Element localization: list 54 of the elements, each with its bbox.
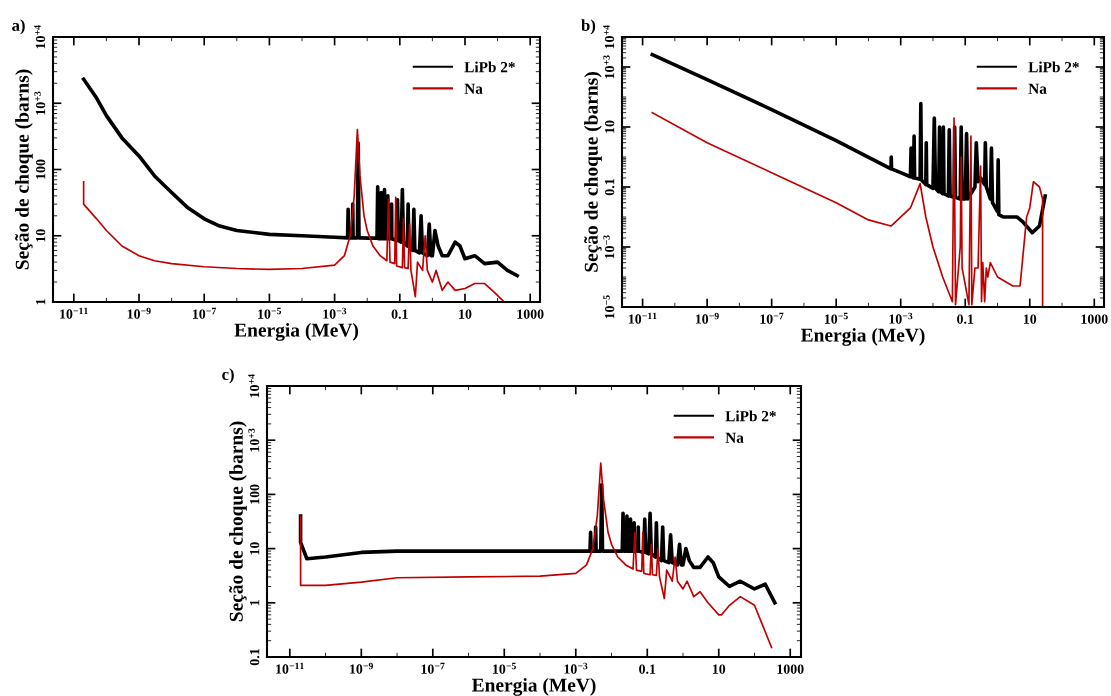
y-tick-label: 1 bbox=[250, 600, 260, 606]
legend-label: LiPb 2* bbox=[464, 61, 515, 73]
x-tick-label: 0.1 bbox=[957, 314, 974, 324]
x-tick-label: 10$^{−11}$ bbox=[276, 662, 304, 674]
y-tick-label: 100 bbox=[249, 484, 260, 504]
legend-label: LiPb 2* bbox=[1028, 61, 1079, 73]
x-tick-label: 10$^{−3}$ bbox=[323, 307, 347, 319]
x-tick-label: 0.1 bbox=[639, 664, 656, 674]
legend-label: Na bbox=[1028, 83, 1047, 94]
x-tick-label: 10$^{−5}$ bbox=[258, 307, 282, 319]
chart-title: a) bbox=[12, 19, 25, 35]
y-tick-label: 10 bbox=[35, 229, 46, 242]
x-axis-title: Energia (MeV) bbox=[471, 678, 596, 696]
x-axis-title: Energia (MeV) bbox=[800, 328, 925, 346]
x-tick-label: 1000 bbox=[777, 664, 804, 674]
y-tick-label: 100 bbox=[35, 159, 46, 179]
x-tick-label: 1000 bbox=[1081, 314, 1108, 324]
x-tick-label: 0.1 bbox=[391, 309, 408, 319]
y-axis-title: Seção de choque (barns) bbox=[584, 72, 602, 272]
y-tick-label: 10 bbox=[604, 120, 615, 133]
x-tick-label: 10 bbox=[1023, 314, 1037, 324]
x-tick-label: 10$^{−9}$ bbox=[350, 662, 373, 674]
y-tick-label: 10$^{+4}$ bbox=[603, 25, 615, 49]
y-tick-label: 10 bbox=[249, 542, 260, 555]
legend-label: Na bbox=[464, 83, 483, 94]
x-tick-label: 10$^{−3}$ bbox=[889, 312, 913, 324]
x-tick-label: 1000 bbox=[517, 309, 544, 319]
x-tick-label: 10$^{−7}$ bbox=[421, 662, 445, 674]
x-tick-label: 10$^{−11}$ bbox=[628, 312, 657, 324]
chart-title: b) bbox=[581, 19, 596, 35]
x-tick-label: 10$^{−7}$ bbox=[192, 307, 216, 319]
y-tick-label: 10$^{+3}$ bbox=[34, 91, 46, 115]
x-tick-label: 10$^{−3}$ bbox=[564, 662, 588, 674]
x-tick-label: 10$^{−9}$ bbox=[695, 312, 719, 324]
x-tick-label: 10$^{−5}$ bbox=[493, 662, 516, 674]
x-axis-title: Energia (MeV) bbox=[234, 323, 359, 341]
x-tick-label: 10 bbox=[459, 309, 472, 319]
x-tick-label: 10$^{−9}$ bbox=[127, 307, 151, 319]
y-axis-title: Seção de choque (barns) bbox=[229, 421, 247, 622]
legend-label: LiPb 2* bbox=[725, 410, 776, 422]
chart-title: c) bbox=[222, 368, 234, 384]
y-tick-label: 10$^{+3}$ bbox=[603, 55, 615, 79]
x-tick-label: 10$^{−7}$ bbox=[760, 312, 784, 324]
legend-label: Na bbox=[725, 432, 744, 443]
y-tick-label: 10$^{+3}$ bbox=[248, 428, 260, 452]
y-tick-label: 0.1 bbox=[604, 179, 615, 196]
y-tick-label: 10$^{−3}$ bbox=[603, 235, 615, 259]
x-tick-label: 10$^{−11}$ bbox=[60, 307, 88, 319]
y-tick-label: 10$^{+4}$ bbox=[34, 25, 46, 49]
x-tick-label: 10$^{−5}$ bbox=[824, 312, 848, 324]
y-axis-title: Seção de choque (barns) bbox=[15, 69, 33, 270]
x-tick-label: 10 bbox=[712, 664, 726, 674]
y-tick-label: 1 bbox=[36, 299, 46, 305]
y-tick-label: 10$^{+4}$ bbox=[248, 374, 260, 398]
